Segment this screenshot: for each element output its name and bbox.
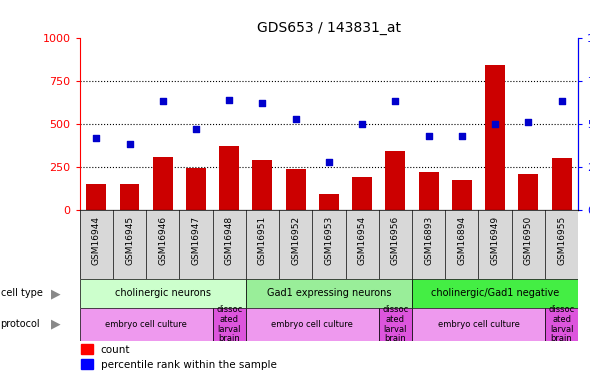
Text: GSM16945: GSM16945 <box>125 216 134 265</box>
Point <box>424 133 434 139</box>
Text: embryo cell culture: embryo cell culture <box>105 320 187 329</box>
Text: GSM16893: GSM16893 <box>424 216 433 265</box>
Text: ▶: ▶ <box>51 318 61 331</box>
Bar <box>385 152 405 210</box>
Bar <box>120 184 139 210</box>
Bar <box>412 279 578 308</box>
Text: GSM16952: GSM16952 <box>291 216 300 265</box>
Bar <box>81 359 93 369</box>
Text: Gad1 expressing neurons: Gad1 expressing neurons <box>267 288 391 298</box>
Point <box>358 121 367 127</box>
Bar <box>319 195 339 210</box>
Bar <box>186 168 206 210</box>
Point <box>324 159 334 165</box>
Text: GSM16894: GSM16894 <box>457 216 466 265</box>
Text: GSM16955: GSM16955 <box>557 216 566 265</box>
Point <box>557 98 566 104</box>
Point <box>457 133 467 139</box>
Bar <box>286 169 306 210</box>
Text: cell type: cell type <box>1 288 42 298</box>
Text: dissoc
ated
larval
brain: dissoc ated larval brain <box>382 305 408 344</box>
Text: GSM16950: GSM16950 <box>524 216 533 265</box>
Point <box>225 97 234 103</box>
Text: cholinergic neurons: cholinergic neurons <box>114 288 211 298</box>
Bar <box>86 184 106 210</box>
Bar <box>452 180 472 210</box>
Bar <box>253 160 273 210</box>
Text: dissoc
ated
larval
brain: dissoc ated larval brain <box>549 305 575 344</box>
Point <box>125 141 135 147</box>
Text: ▶: ▶ <box>51 287 61 300</box>
Title: GDS653 / 143831_at: GDS653 / 143831_at <box>257 21 401 35</box>
Text: GSM16948: GSM16948 <box>225 216 234 265</box>
Bar <box>545 308 578 341</box>
Text: count: count <box>100 345 130 355</box>
Bar <box>153 156 173 210</box>
Bar <box>246 279 412 308</box>
Point <box>158 98 168 104</box>
Text: GSM16953: GSM16953 <box>324 216 333 265</box>
Bar <box>80 308 212 341</box>
Bar <box>519 174 538 210</box>
Text: GSM16949: GSM16949 <box>491 216 500 265</box>
Text: dissoc
ated
larval
brain: dissoc ated larval brain <box>216 305 242 344</box>
Text: GSM16944: GSM16944 <box>92 216 101 264</box>
Bar <box>212 308 246 341</box>
Point <box>291 116 300 122</box>
Text: embryo cell culture: embryo cell culture <box>271 320 353 329</box>
Point <box>524 119 533 125</box>
Point <box>490 121 500 127</box>
Bar <box>419 172 438 210</box>
Text: cholinergic/Gad1 negative: cholinergic/Gad1 negative <box>431 288 559 298</box>
Point <box>191 126 201 132</box>
Text: GSM16954: GSM16954 <box>358 216 366 265</box>
Text: GSM16951: GSM16951 <box>258 216 267 265</box>
Bar <box>81 344 93 354</box>
Point <box>391 98 400 104</box>
Text: percentile rank within the sample: percentile rank within the sample <box>100 360 277 370</box>
Bar <box>412 308 545 341</box>
Bar <box>379 308 412 341</box>
Bar <box>80 279 246 308</box>
Bar <box>352 177 372 210</box>
Bar <box>219 146 239 210</box>
Text: embryo cell culture: embryo cell culture <box>438 320 519 329</box>
Point <box>91 135 101 141</box>
Bar <box>246 308 379 341</box>
Bar <box>552 158 572 210</box>
Point <box>258 100 267 106</box>
Bar <box>485 65 505 210</box>
Text: GSM16956: GSM16956 <box>391 216 400 265</box>
Text: GSM16947: GSM16947 <box>192 216 201 265</box>
Text: protocol: protocol <box>1 320 40 329</box>
Text: GSM16946: GSM16946 <box>158 216 167 265</box>
